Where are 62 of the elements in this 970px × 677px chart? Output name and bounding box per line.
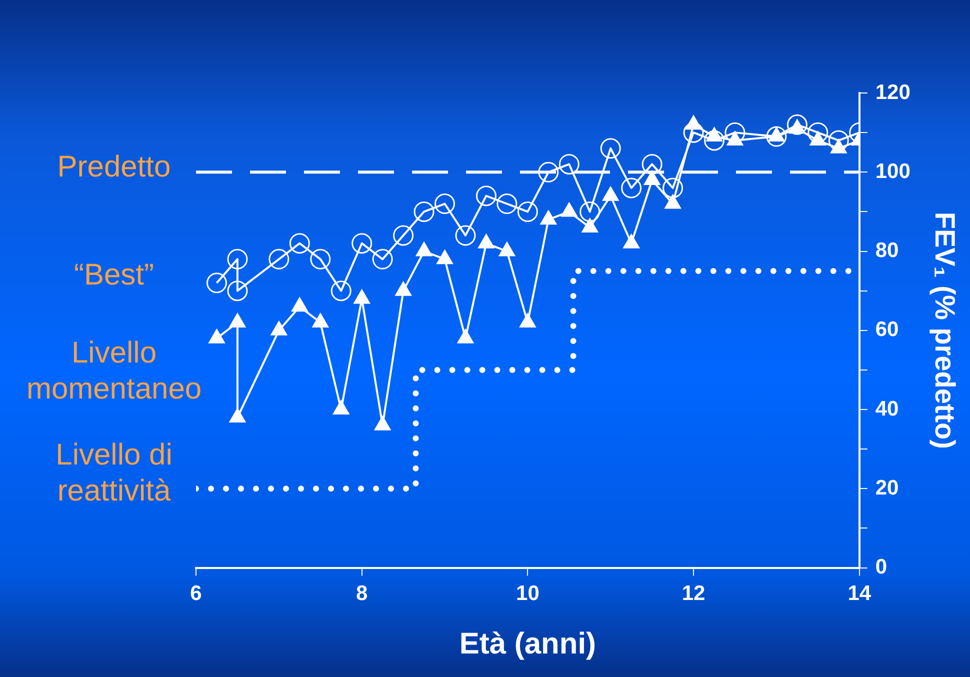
point [582, 218, 598, 233]
point [683, 122, 704, 143]
point [455, 225, 476, 246]
point [332, 400, 350, 415]
point [229, 312, 246, 328]
point [786, 114, 808, 135]
x-tick-label: 14 [848, 582, 872, 606]
x-tick-label: 10 [516, 582, 540, 606]
y-tick-label: 60 [875, 318, 899, 342]
point [436, 250, 454, 264]
point [538, 162, 559, 182]
ref-line-label: Predetto [57, 150, 171, 184]
point [393, 225, 414, 246]
x-tick-label: 8 [356, 582, 368, 606]
point [372, 248, 393, 270]
point [374, 416, 391, 430]
point [208, 328, 226, 344]
point [621, 178, 642, 198]
point [519, 312, 536, 328]
y-axis-title: FEV₁ (% predetto) [929, 212, 960, 449]
series-label: “Best” [74, 258, 154, 292]
point [623, 234, 640, 248]
x-tick-label: 6 [190, 582, 202, 606]
point [354, 289, 370, 304]
point [517, 201, 538, 222]
point [416, 242, 432, 256]
series-label: Livello momentaneo [26, 336, 202, 406]
y-tick-label: 80 [875, 239, 899, 262]
x-tick-label: 12 [682, 582, 706, 606]
point [496, 194, 518, 214]
point [808, 122, 828, 143]
y-tick-label: 0 [875, 556, 888, 579]
point [270, 320, 288, 336]
point [434, 194, 456, 214]
point [580, 201, 600, 222]
point [498, 242, 516, 256]
point [662, 178, 684, 198]
point [457, 328, 474, 344]
point [828, 130, 849, 151]
point [558, 154, 580, 174]
point [229, 408, 246, 422]
point [642, 154, 662, 174]
x-axis-title: Età (anni) [459, 627, 596, 660]
series-label: Livello di reattività [56, 438, 172, 508]
point [310, 248, 331, 270]
point [289, 233, 310, 254]
point [312, 312, 329, 328]
y-tick-label: 120 [875, 80, 910, 104]
point [227, 248, 248, 270]
point [476, 186, 496, 206]
point [352, 233, 372, 254]
point [291, 297, 308, 312]
point [268, 248, 290, 270]
point [414, 201, 434, 222]
point [600, 138, 621, 159]
point [395, 281, 412, 296]
y-tick-label: 20 [875, 476, 899, 500]
point [540, 210, 557, 225]
point [478, 234, 495, 248]
y-tick-label: 40 [875, 397, 899, 420]
y-tick-label: 100 [875, 160, 910, 183]
point [704, 130, 724, 151]
